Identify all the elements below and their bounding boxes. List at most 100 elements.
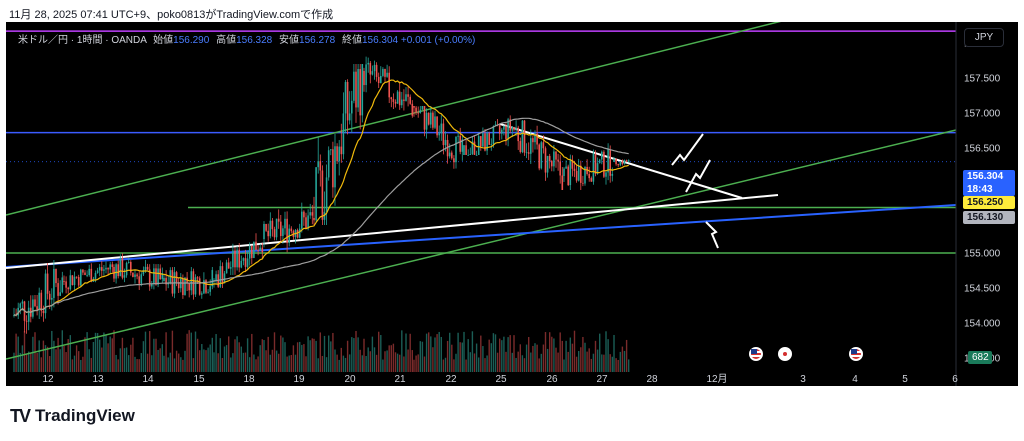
volume-bar bbox=[499, 338, 501, 372]
volume-bar bbox=[40, 357, 42, 372]
volume-bar bbox=[184, 350, 186, 372]
volume-bar bbox=[219, 338, 221, 372]
volume-bar bbox=[569, 337, 571, 372]
candle-body bbox=[453, 158, 455, 163]
candle-body bbox=[551, 161, 553, 167]
time-tick-label: 12月 bbox=[706, 373, 727, 385]
volume-bar bbox=[617, 359, 619, 372]
currency-button[interactable]: JPY bbox=[964, 28, 1004, 47]
volume-bar bbox=[115, 354, 117, 372]
candle-body bbox=[36, 306, 38, 310]
volume-bar bbox=[338, 359, 340, 372]
volume-bar bbox=[232, 353, 234, 372]
candle-body bbox=[523, 120, 526, 153]
japan-flag-event-icon[interactable] bbox=[778, 347, 792, 361]
volume-bar bbox=[403, 356, 405, 372]
candle-body bbox=[484, 133, 486, 151]
volume-bar bbox=[553, 338, 555, 372]
candle-body bbox=[61, 277, 64, 293]
price-tick-label: 155.000 bbox=[964, 249, 1001, 260]
candle-body bbox=[307, 215, 309, 229]
volume-bar bbox=[415, 355, 417, 372]
volume-bar bbox=[417, 354, 419, 372]
candle-body bbox=[155, 268, 157, 285]
upper-channel-line bbox=[6, 22, 782, 216]
candle-body bbox=[482, 133, 484, 147]
candle-body bbox=[455, 136, 457, 163]
volume-bar bbox=[80, 359, 82, 372]
candle-body bbox=[561, 175, 564, 190]
candle-body bbox=[611, 173, 614, 176]
volume-bar bbox=[151, 355, 153, 372]
volume-bar bbox=[251, 333, 253, 372]
candle-body bbox=[544, 148, 547, 173]
tradingview-logo[interactable]: TV TradingView bbox=[10, 405, 135, 427]
candle-body bbox=[446, 139, 449, 157]
volume-bar bbox=[355, 330, 357, 372]
candle-body bbox=[373, 64, 376, 72]
candle-body bbox=[505, 126, 507, 140]
volume-bar bbox=[201, 344, 203, 372]
candle-body bbox=[588, 174, 590, 179]
volume-bar bbox=[267, 336, 269, 372]
volume-bar bbox=[613, 334, 615, 372]
volume-bar bbox=[473, 353, 476, 372]
candle-body bbox=[430, 112, 432, 125]
symbol-info-bar[interactable]: 米ドル／円 · 1時間 · OANDA 始値156.290 高値156.328 … bbox=[18, 31, 475, 46]
volume-bar bbox=[357, 337, 359, 372]
candle-body bbox=[390, 97, 393, 100]
candle-body bbox=[305, 217, 307, 229]
volume-bar bbox=[55, 349, 57, 372]
candle-body bbox=[557, 159, 559, 162]
open-label: 始値 bbox=[153, 35, 174, 46]
volume-bar bbox=[482, 346, 484, 372]
volume-bar bbox=[421, 341, 424, 372]
volume-bar bbox=[163, 355, 165, 372]
chart-panel[interactable]: 158.000157.500157.000156.500156.000155.5… bbox=[6, 22, 1018, 386]
volume-bar bbox=[111, 338, 113, 372]
volume-bar bbox=[588, 348, 590, 372]
volume-bar bbox=[486, 355, 488, 372]
us-flag-event-icon[interactable] bbox=[749, 347, 763, 361]
volume-bar bbox=[349, 354, 351, 372]
candle-body bbox=[19, 303, 22, 308]
candle-body bbox=[265, 223, 267, 231]
time-tick-label: 12 bbox=[42, 374, 54, 385]
volume-bar bbox=[542, 344, 545, 372]
candle-body bbox=[332, 149, 334, 188]
candle-body bbox=[605, 172, 607, 177]
candle-body bbox=[44, 273, 47, 314]
symbol-title[interactable]: 米ドル／円 · 1時間 · OANDA bbox=[18, 35, 147, 46]
volume-bar bbox=[565, 340, 567, 372]
high-value: 156.328 bbox=[236, 35, 273, 46]
candle-body bbox=[136, 274, 138, 277]
time-tick-label: 19 bbox=[293, 374, 305, 385]
volume-bar bbox=[390, 345, 392, 372]
candle-body bbox=[503, 126, 505, 130]
volume-bar bbox=[46, 346, 49, 372]
candle-body bbox=[411, 103, 414, 116]
volume-bar bbox=[467, 339, 469, 372]
volume-bar bbox=[567, 351, 569, 372]
candle-body bbox=[34, 299, 36, 307]
volume-bar bbox=[621, 346, 624, 372]
candle-body bbox=[377, 76, 380, 84]
volume-bar bbox=[580, 347, 582, 372]
volume-bar bbox=[99, 339, 101, 372]
candle-body bbox=[151, 283, 153, 287]
volume-bar bbox=[32, 336, 34, 372]
volume-bar bbox=[628, 359, 630, 372]
volume-bar bbox=[436, 334, 438, 372]
volume-bar bbox=[590, 358, 592, 372]
volume-bar bbox=[182, 359, 184, 372]
candle-body bbox=[396, 91, 399, 104]
price-chart[interactable]: 158.000157.500157.000156.500156.000155.5… bbox=[6, 22, 1018, 386]
candle-body bbox=[223, 273, 226, 284]
us-flag-event-icon[interactable] bbox=[849, 347, 863, 361]
volume-bar bbox=[342, 355, 345, 372]
volume-bar bbox=[615, 358, 617, 372]
chart-drawings bbox=[6, 22, 957, 360]
volume-bar bbox=[171, 330, 174, 372]
candle-body bbox=[465, 145, 467, 155]
candle-body bbox=[469, 154, 472, 155]
